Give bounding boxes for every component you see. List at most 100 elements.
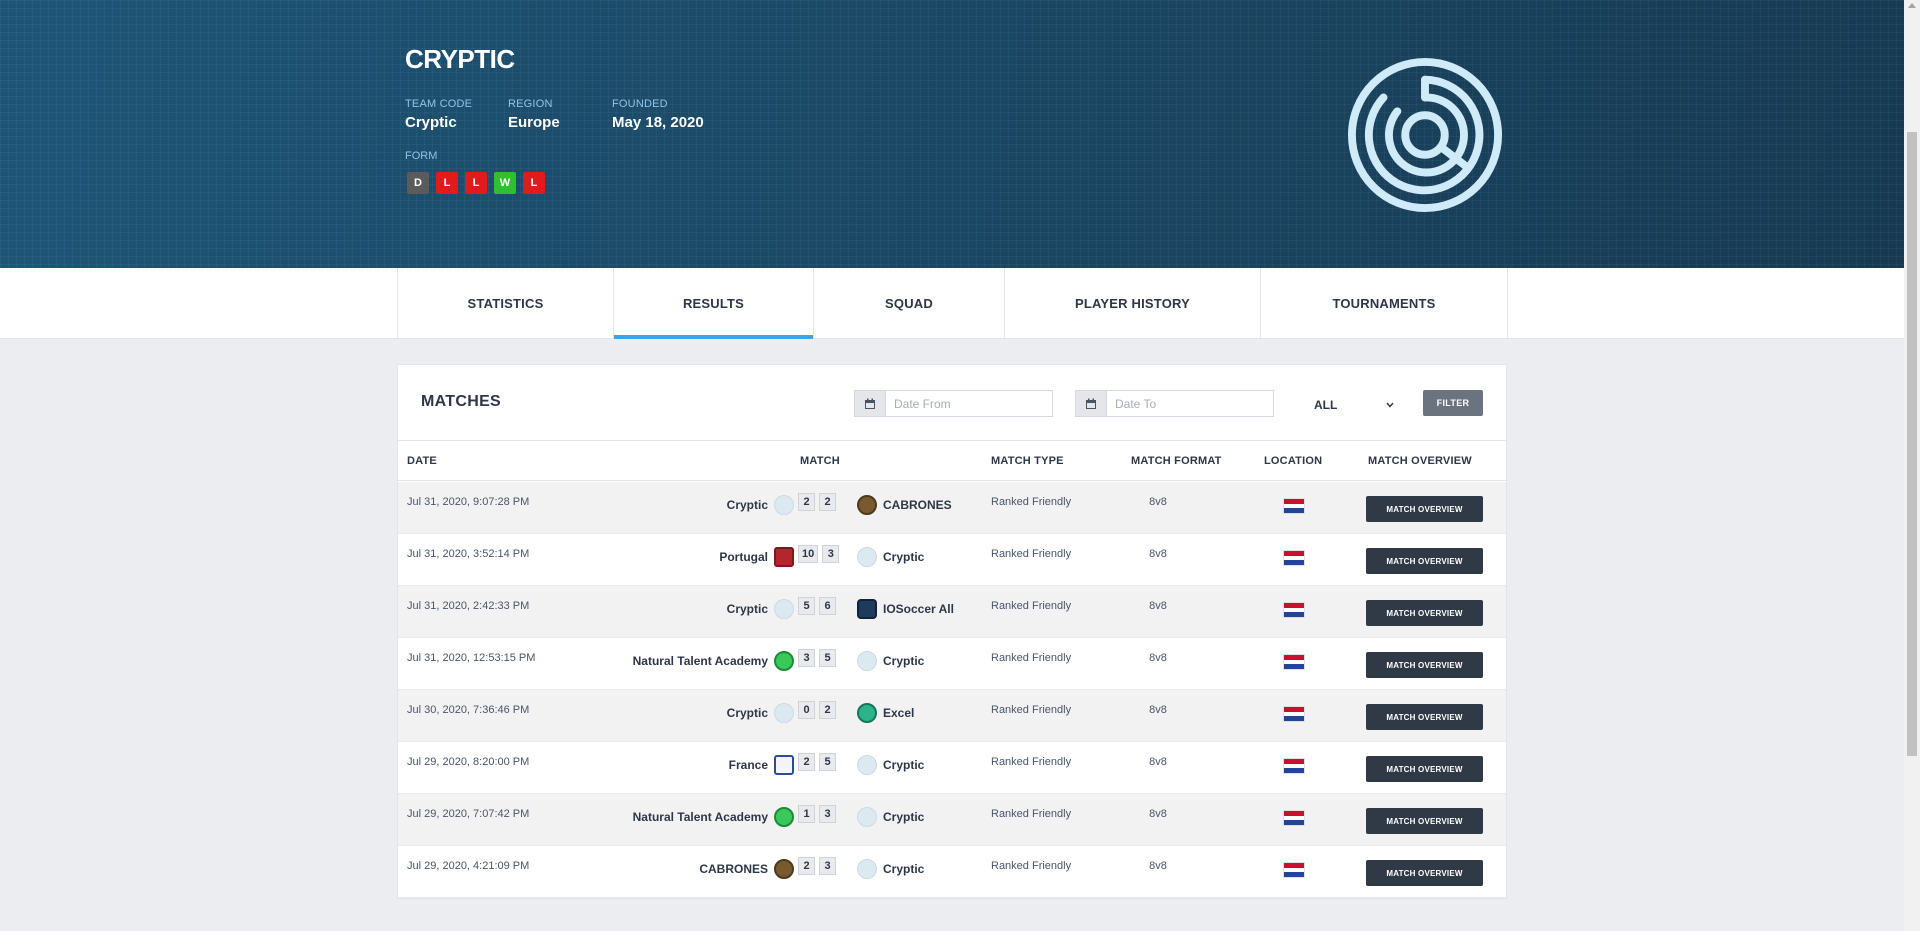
table-row: Jul 29, 2020, 4:21:09 PM CABRONES 2 3 Cr…: [398, 846, 1506, 898]
home-team[interactable]: Cryptic: [727, 703, 794, 723]
calendar-icon[interactable]: [1076, 391, 1107, 416]
cryptic-crest-icon: [774, 495, 794, 515]
score: 2 5: [798, 753, 836, 771]
netherlands-flag-icon: [1283, 550, 1305, 566]
matches-title: MATCHES: [421, 393, 502, 410]
form-badge: L: [465, 172, 487, 194]
away-team[interactable]: Cryptic: [857, 651, 924, 671]
match-filter-select[interactable]: ALL: [1306, 392, 1402, 417]
nta-crest-icon: [774, 651, 794, 671]
form-badge: L: [523, 172, 545, 194]
team-name: CRYPTIC: [405, 44, 515, 74]
calendar-icon[interactable]: [855, 391, 886, 416]
table-row: Jul 30, 2020, 7:36:46 PM Cryptic 0 2 Exc…: [398, 690, 1506, 742]
page-scrollbar[interactable]: [1904, 0, 1920, 931]
date-to-placeholder: Date To: [1115, 396, 1157, 411]
home-team[interactable]: Natural Talent Academy: [633, 651, 794, 671]
scroll-up-arrow-icon[interactable]: [1908, 3, 1916, 8]
away-score: 5: [819, 649, 836, 667]
netherlands-flag-icon: [1283, 810, 1305, 826]
date-from-field[interactable]: Date From: [854, 390, 1053, 417]
col-date: DATE: [407, 455, 437, 467]
score: 0 2: [798, 701, 836, 719]
away-team-name: Cryptic: [883, 550, 925, 564]
match-overview-button[interactable]: MATCH OVERVIEW: [1366, 860, 1483, 886]
match-overview-button[interactable]: MATCH OVERVIEW: [1366, 496, 1483, 522]
match-date: Jul 29, 2020, 4:21:09 PM: [407, 860, 530, 872]
tab-squad[interactable]: SQUAD: [814, 268, 1005, 339]
home-score: 2: [798, 857, 815, 875]
founded-value: May 18, 2020: [612, 114, 704, 131]
home-team[interactable]: CABRONES: [699, 859, 794, 879]
match-overview-button[interactable]: MATCH OVERVIEW: [1366, 808, 1483, 834]
home-team[interactable]: Natural Talent Academy: [633, 807, 794, 827]
match-overview-button[interactable]: MATCH OVERVIEW: [1366, 704, 1483, 730]
away-team-name: Cryptic: [883, 862, 925, 876]
cryptic-crest-icon: [774, 599, 794, 619]
cabrones-crest-icon: [857, 495, 877, 515]
match-date: Jul 29, 2020, 7:07:42 PM: [407, 808, 530, 820]
away-score: 5: [819, 753, 836, 771]
match-format: 8v8: [1149, 652, 1167, 664]
away-score: 3: [819, 805, 836, 823]
portugal-crest-icon: [774, 547, 794, 567]
cryptic-crest-icon: [857, 807, 877, 827]
match-overview-button[interactable]: MATCH OVERVIEW: [1366, 652, 1483, 678]
date-to-field[interactable]: Date To: [1075, 390, 1274, 417]
chevron-down-icon: [1386, 402, 1394, 408]
home-score: 3: [798, 649, 815, 667]
score: 5 6: [798, 597, 836, 615]
nta-crest-icon: [774, 807, 794, 827]
match-date: Jul 31, 2020, 12:53:15 PM: [407, 652, 536, 664]
away-team[interactable]: Excel: [857, 703, 914, 723]
away-team-name: Cryptic: [883, 758, 925, 772]
excel-crest-icon: [857, 703, 877, 723]
away-team[interactable]: Cryptic: [857, 807, 924, 827]
home-team[interactable]: Cryptic: [727, 495, 794, 515]
tab-statistics[interactable]: STATISTICS: [398, 268, 614, 339]
match-format: 8v8: [1149, 756, 1167, 768]
away-team[interactable]: Cryptic: [857, 859, 924, 879]
match-format: 8v8: [1149, 704, 1167, 716]
home-score: 0: [798, 701, 815, 719]
match-format: 8v8: [1149, 860, 1167, 872]
cryptic-crest-icon: [857, 755, 877, 775]
away-team[interactable]: IOSoccer All: [857, 599, 954, 619]
home-score: 10: [798, 545, 819, 563]
away-team[interactable]: CABRONES: [857, 495, 952, 515]
netherlands-flag-icon: [1283, 862, 1305, 878]
match-format: 8v8: [1149, 808, 1167, 820]
match-overview-button[interactable]: MATCH OVERVIEW: [1366, 756, 1483, 782]
away-team[interactable]: Cryptic: [857, 547, 924, 567]
team-header: CRYPTIC TEAM CODE Cryptic REGION Europe …: [0, 0, 1904, 268]
match-type: Ranked Friendly: [991, 496, 1072, 508]
form-badge: L: [436, 172, 458, 194]
match-overview-button[interactable]: MATCH OVERVIEW: [1366, 548, 1483, 574]
match-overview-button[interactable]: MATCH OVERVIEW: [1366, 600, 1483, 626]
filter-button[interactable]: FILTER: [1423, 390, 1483, 416]
home-team-name: Cryptic: [726, 706, 768, 720]
match-date: Jul 31, 2020, 2:42:33 PM: [407, 600, 530, 612]
scroll-thumb[interactable]: [1907, 132, 1917, 756]
home-team[interactable]: France: [729, 755, 794, 775]
away-score: 3: [822, 545, 840, 563]
team-code-label: TEAM CODE: [405, 98, 473, 110]
match-date: Jul 29, 2020, 8:20:00 PM: [407, 756, 530, 768]
tab-bar: STATISTICS RESULTS SQUAD PLAYER HISTORY …: [0, 268, 1904, 339]
home-team[interactable]: Portugal: [719, 547, 794, 567]
tab-player-history[interactable]: PLAYER HISTORY: [1005, 268, 1261, 339]
date-from-placeholder: Date From: [894, 396, 951, 411]
col-match: MATCH: [800, 455, 840, 467]
cryptic-crest-icon: [857, 547, 877, 567]
table-row: Jul 31, 2020, 2:42:33 PM Cryptic 5 6 IOS…: [398, 586, 1506, 638]
tab-results[interactable]: RESULTS: [614, 268, 814, 339]
form-row: D L L W L: [407, 172, 545, 194]
score: 2 2: [798, 493, 836, 511]
tab-tournaments[interactable]: TOURNAMENTS: [1261, 268, 1508, 339]
table-row: Jul 29, 2020, 8:20:00 PM France 2 5 Cryp…: [398, 742, 1506, 794]
away-team[interactable]: Cryptic: [857, 755, 924, 775]
table-row: Jul 31, 2020, 12:53:15 PM Natural Talent…: [398, 638, 1506, 690]
home-team[interactable]: Cryptic: [727, 599, 794, 619]
home-team-name: Natural Talent Academy: [632, 654, 768, 668]
cryptic-crest-icon: [857, 859, 877, 879]
